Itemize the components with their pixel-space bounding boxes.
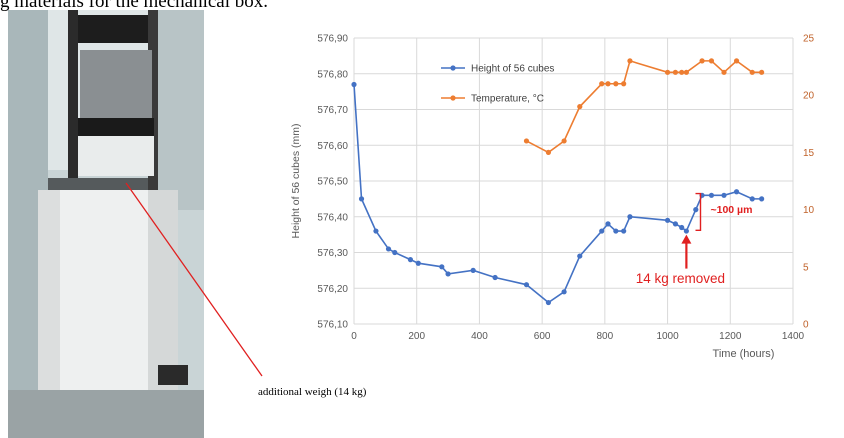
data-point (733, 189, 740, 195)
data-point (599, 228, 605, 234)
legend-swatch-marker (450, 95, 456, 101)
data-point (708, 192, 715, 198)
data-point (627, 214, 633, 220)
data-point (672, 221, 679, 227)
y-tick-label: 576,60 (317, 141, 348, 152)
y2-tick-label: 15 (803, 148, 815, 159)
data-point (351, 81, 357, 88)
apparatus-photo (8, 10, 204, 438)
data-point (679, 224, 685, 231)
y-tick-label: 576,90 (317, 34, 348, 45)
height-change-bracket (695, 192, 702, 232)
data-point (613, 228, 619, 234)
y-tick-label: 576,50 (317, 177, 348, 188)
data-point (664, 69, 671, 75)
data-point (621, 81, 627, 87)
data-point (605, 221, 611, 227)
data-point (699, 58, 705, 64)
chart-series (351, 58, 765, 306)
data-point (613, 81, 619, 87)
x-tick-label: 1400 (782, 331, 805, 342)
y-tick-label: 576,80 (317, 69, 348, 80)
x-tick-label: 400 (471, 331, 488, 342)
x-tick-label: 1000 (656, 331, 679, 342)
caption-top: g materials for the mechanical box. (0, 0, 269, 12)
x-tick-label: 200 (408, 331, 425, 342)
data-point (599, 81, 605, 87)
y2-tick-label: 0 (803, 320, 809, 331)
data-point (439, 264, 445, 270)
data-point (561, 289, 567, 295)
chart-annotations: ~100 µm 14 kg removed (636, 192, 752, 286)
data-point (523, 138, 530, 144)
data-point (759, 196, 765, 202)
data-point (415, 260, 421, 266)
data-point (373, 228, 379, 234)
height-change-label: ~100 µm (710, 204, 752, 216)
y-tick-label: 576,20 (317, 284, 348, 295)
data-point (577, 104, 583, 110)
data-point (621, 228, 627, 234)
x-tick-label: 1200 (719, 331, 742, 342)
data-point (721, 69, 727, 75)
x-tick-label: 0 (351, 331, 357, 342)
y-tick-label: 576,40 (317, 212, 348, 223)
data-point (545, 149, 552, 155)
legend-label: Height of 56 cubes (471, 64, 554, 75)
data-point (693, 207, 699, 213)
data-point (605, 81, 611, 87)
y-tick-label: 576,70 (317, 105, 348, 116)
data-point (445, 271, 451, 277)
data-point (721, 192, 727, 198)
data-point (561, 138, 567, 144)
removal-label: 14 kg removed (636, 271, 725, 286)
chart-axes: 576,10 576,20 576,30 576,40 576,50 576,60 576,… (290, 34, 815, 361)
legend-label: Temperature, °C (471, 94, 544, 105)
height-temperature-chart: 576,10 576,20 576,30 576,40 576,50 576,60 576,… (290, 34, 815, 361)
data-point (523, 282, 530, 288)
y-axis-title: Height of 56 cubes (mm) (290, 124, 302, 239)
legend-swatch-marker (450, 65, 456, 71)
data-point (627, 58, 633, 64)
x-tick-label: 800 (597, 331, 614, 342)
chart-grid (353, 37, 794, 325)
data-point (470, 267, 476, 273)
data-point (683, 69, 689, 75)
data-point (492, 274, 498, 281)
y2-tick-label: 20 (803, 91, 815, 102)
data-point (749, 69, 755, 75)
y-tick-label: 576,30 (317, 248, 348, 259)
y2-tick-label: 5 (803, 262, 809, 273)
data-point (385, 246, 392, 252)
removal-arrow-head (681, 234, 692, 244)
data-point (577, 253, 583, 259)
data-point (407, 257, 414, 263)
chart-legend: Height of 56 cubes Temperature, °C (441, 64, 554, 105)
photo-caption: additional weigh (14 kg) (258, 386, 367, 398)
data-point (392, 249, 398, 256)
data-point (358, 196, 365, 202)
data-point (708, 58, 715, 64)
y-tick-label: 576,10 (317, 320, 348, 331)
data-point (672, 69, 679, 75)
series-line (526, 59, 762, 154)
data-point (545, 299, 552, 306)
data-point (679, 69, 685, 75)
data-point (683, 228, 689, 234)
y2-tick-label: 10 (803, 205, 815, 216)
data-point (749, 196, 755, 202)
x-tick-label: 600 (534, 331, 551, 342)
x-axis-title: Time (hours) (713, 348, 775, 360)
data-point (664, 217, 671, 223)
data-point (759, 69, 765, 75)
data-point (733, 58, 740, 64)
y2-tick-label: 25 (803, 34, 815, 45)
